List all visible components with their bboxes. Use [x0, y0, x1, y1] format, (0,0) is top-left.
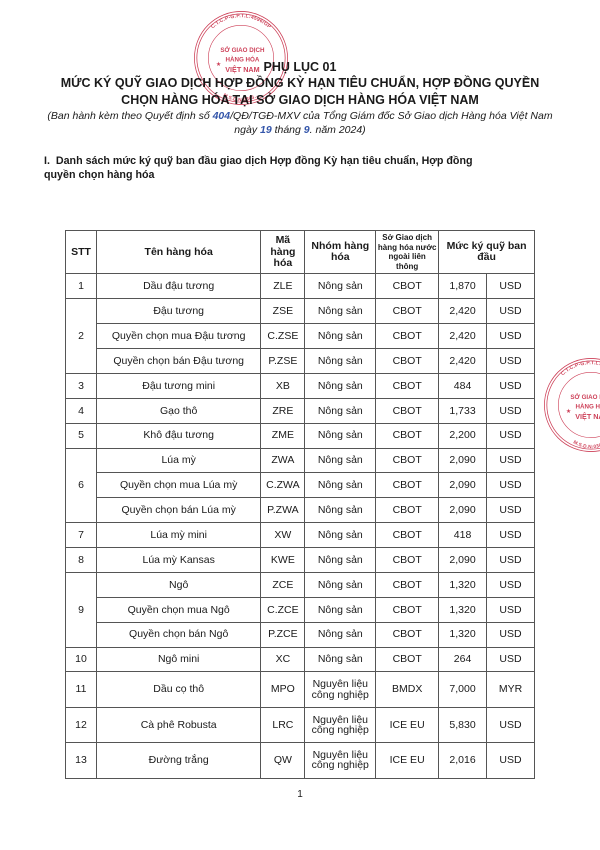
svg-text:★: ★: [566, 408, 571, 415]
svg-text:SỞ GIAO DỊCH: SỞ GIAO DỊCH: [570, 394, 600, 401]
svg-text:C.T.C.P-G.P.T.L:4596/GP: C.T.C.P-G.P.T.L:4596/GP: [560, 360, 600, 377]
svg-text:HÀNG HÓA: HÀNG HÓA: [575, 402, 600, 410]
svg-text:VIỆT NAM: VIỆT NAM: [225, 65, 259, 74]
svg-text:SỞ GIAO DỊCH: SỞ GIAO DỊCH: [220, 47, 265, 54]
svg-text:VIỆT NAM: VIỆT NAM: [575, 412, 600, 421]
svg-text:HÀNG HÓA: HÀNG HÓA: [225, 55, 259, 63]
svg-text:C.T.C.P-G.P.T.L:4596/GP: C.T.C.P-G.P.T.L:4596/GP: [210, 13, 272, 30]
svg-text:M.S.D.N:0303...: M.S.D.N:0303...: [222, 92, 260, 103]
svg-text:M.S.D.N:0303...: M.S.D.N:0303...: [572, 439, 600, 450]
svg-text:★: ★: [216, 61, 221, 68]
